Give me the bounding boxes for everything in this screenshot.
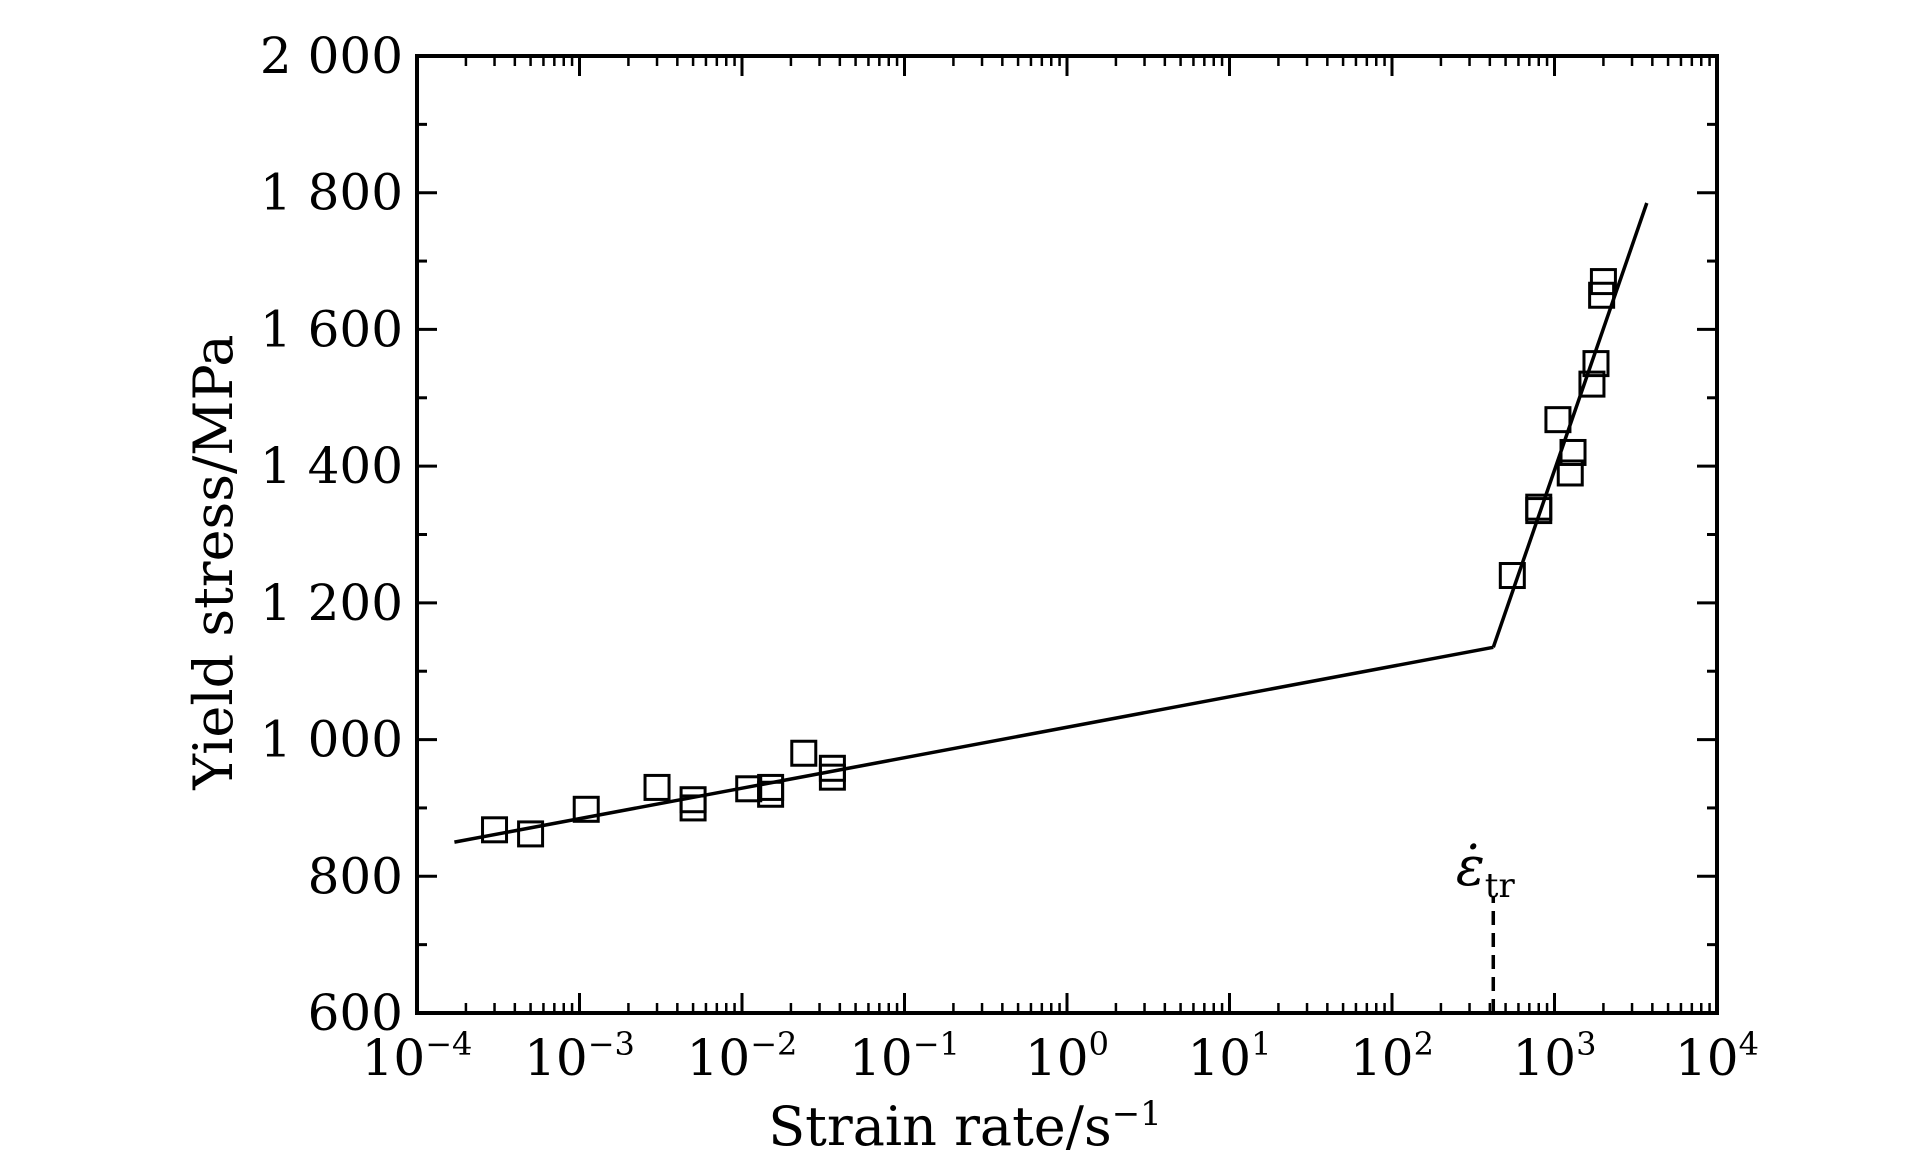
x-axis-title: Strain rate/s−1 (768, 1094, 1162, 1158)
data-point (643, 773, 671, 801)
data-point (572, 795, 600, 823)
data-point (1578, 370, 1606, 398)
transition-label: ε̇tr (1456, 835, 1516, 906)
data-point (735, 775, 763, 803)
x-tick-exponent: −1 (913, 1025, 960, 1063)
x-tick-label: 100 (1025, 1025, 1109, 1087)
x-tick-exponent: 2 (1414, 1025, 1434, 1063)
x-tick-base: 10 (1188, 1029, 1252, 1087)
data-point (1589, 268, 1617, 296)
data-point (1582, 350, 1610, 378)
x-tick-label: 103 (1513, 1025, 1597, 1087)
y-tick-label: 1 000 (260, 711, 403, 769)
x-tick-exponent: 4 (1739, 1025, 1759, 1063)
data-point (1544, 406, 1572, 434)
data-point (818, 754, 846, 782)
data-point (757, 773, 785, 801)
x-tick-label: 10−2 (687, 1025, 798, 1087)
x-tick-base: 10 (1350, 1029, 1414, 1087)
x-tick-base: 10 (362, 1029, 426, 1087)
y-tick-label: 2 000 (260, 27, 403, 85)
x-tick-exponent: −2 (750, 1025, 797, 1063)
data-point (1525, 493, 1553, 521)
x-tick-label: 10−3 (524, 1025, 635, 1087)
x-tick-base: 10 (1675, 1029, 1739, 1087)
data-point (1556, 459, 1584, 487)
y-tick-label: 1 600 (260, 300, 403, 358)
data-point (481, 816, 509, 844)
x-axis-title-text: Strain rate/s (768, 1095, 1112, 1158)
x-tick-exponent: 0 (1089, 1025, 1109, 1063)
y-tick-label: 600 (308, 984, 403, 1042)
x-tick-label: 104 (1675, 1025, 1759, 1087)
y-tick-label: 1 400 (260, 437, 403, 495)
y-axis-title: Yield stress/MPa (182, 334, 245, 790)
transition-annotation: ε̇tr (1456, 835, 1516, 1013)
plot-frame (415, 54, 1719, 1015)
fit-lines (454, 202, 1649, 844)
x-tick-base: 10 (687, 1029, 751, 1087)
data-point (1498, 562, 1526, 590)
x-tick-exponent: 3 (1576, 1025, 1596, 1063)
transition-subscript: tr (1485, 866, 1516, 906)
x-tick-base: 10 (1513, 1029, 1577, 1087)
data-point (790, 739, 818, 767)
axes (415, 54, 1719, 1015)
data-points (481, 268, 1617, 848)
data-point (1559, 438, 1587, 466)
x-tick-base: 10 (849, 1029, 913, 1087)
x-tick-label: 101 (1188, 1025, 1272, 1087)
x-tick-label: 10−1 (849, 1025, 960, 1087)
x-tick-exponent: 1 (1251, 1025, 1271, 1063)
y-tick-label: 1 800 (260, 164, 403, 222)
data-point (517, 820, 545, 848)
data-point (1588, 281, 1616, 309)
transition-symbol: ε̇ (1456, 835, 1485, 898)
x-tick-label: 10−4 (362, 1025, 473, 1087)
fit-line (454, 645, 1494, 844)
data-point (679, 786, 707, 814)
x-tick-label: 102 (1350, 1025, 1434, 1087)
x-axis-title-exponent: −1 (1112, 1094, 1162, 1134)
x-tick-base: 10 (1025, 1029, 1089, 1087)
x-tick-exponent: −4 (425, 1025, 472, 1063)
x-tick-base: 10 (524, 1029, 588, 1087)
x-tick-exponent: −3 (588, 1025, 635, 1063)
y-tick-label: 1 200 (260, 574, 403, 632)
y-tick-label: 800 (308, 847, 403, 905)
